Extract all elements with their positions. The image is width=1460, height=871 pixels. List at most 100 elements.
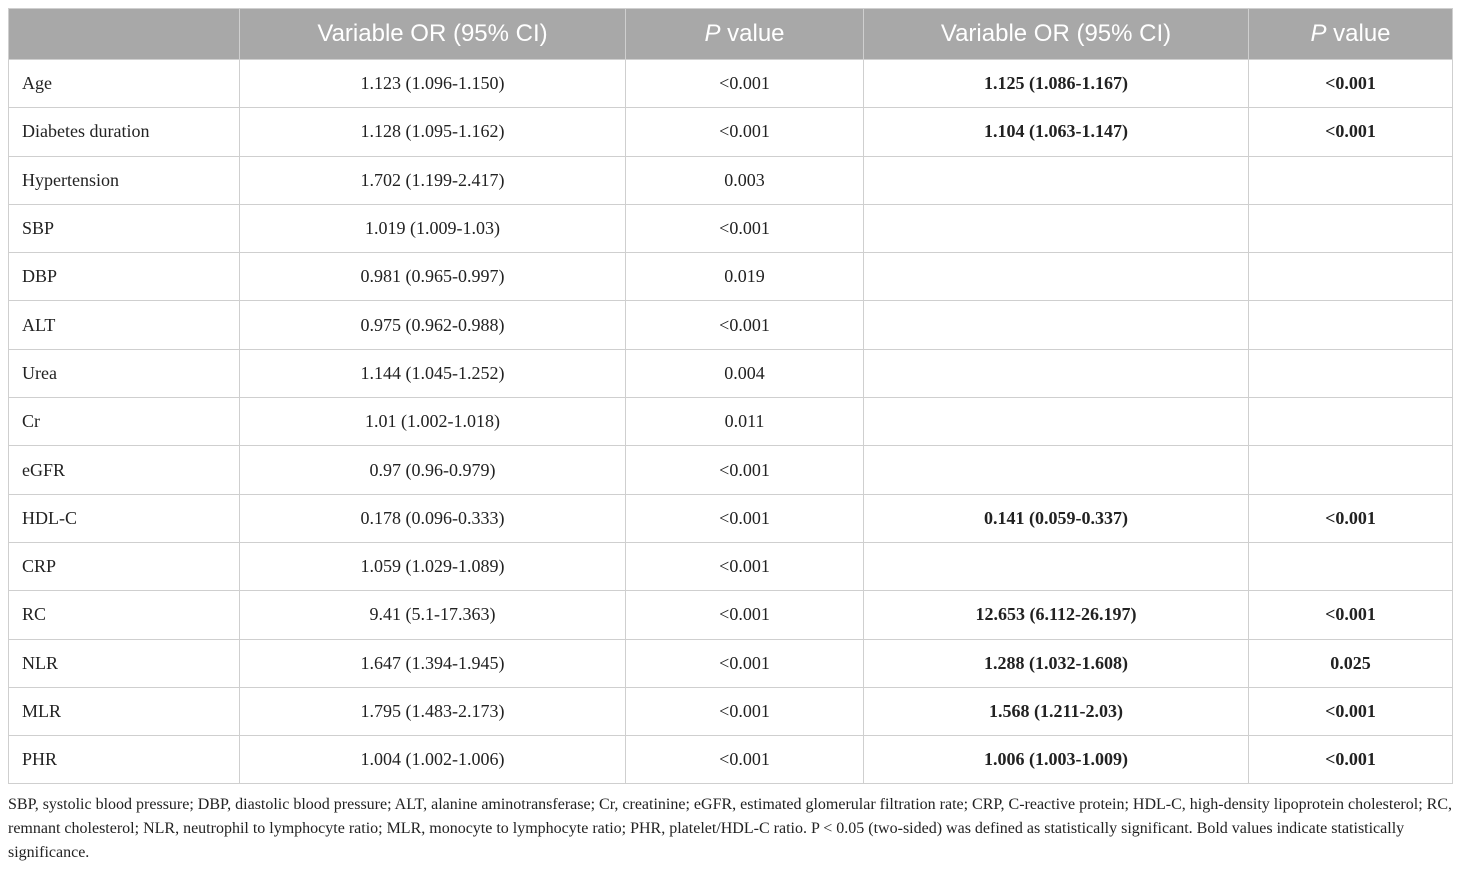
cell-p-multivariate	[1248, 445, 1453, 495]
header-p-rest: value	[1326, 20, 1391, 47]
regression-table: Variable OR (95% CI) P value Variable OR…	[8, 8, 1453, 785]
cell-or-multivariate	[863, 252, 1249, 302]
cell-p-multivariate: <0.001	[1248, 590, 1453, 640]
table-row: CRP 1.059 (1.029-1.089) <0.001	[8, 541, 1453, 592]
cell-or-univariate: 1.795 (1.483-2.173)	[239, 686, 626, 737]
header-p-rest: value	[720, 20, 785, 47]
cell-or-multivariate: 1.104 (1.063-1.147)	[863, 107, 1249, 157]
cell-p-multivariate: 0.025	[1248, 638, 1453, 688]
cell-variable: Hypertension	[8, 155, 240, 205]
table-footnote: SBP, systolic blood pressure; DBP, diast…	[8, 796, 1452, 862]
table-row: DBP 0.981 (0.965-0.997) 0.019	[8, 252, 1453, 302]
table-row: RC 9.41 (5.1-17.363) <0.001 12.653 (6.112-2…	[8, 590, 1453, 640]
cell-or-multivariate: 1.006 (1.003-1.009)	[863, 735, 1249, 785]
cell-or-multivariate: 1.125 (1.086-1.167)	[863, 58, 1249, 109]
cell-or-univariate: 1.123 (1.096-1.150)	[239, 58, 626, 109]
cell-or-multivariate	[863, 155, 1249, 205]
cell-p-univariate: <0.001	[625, 300, 864, 350]
header-variable-empty	[8, 8, 240, 60]
cell-p-univariate: <0.001	[625, 541, 864, 592]
cell-p-multivariate	[1248, 397, 1453, 447]
header-p-italic: P	[1310, 20, 1327, 47]
cell-or-multivariate: 1.288 (1.032-1.608)	[863, 638, 1249, 688]
header-or-multivariate: Variable OR (95% CI)	[863, 8, 1249, 60]
cell-or-multivariate: 1.568 (1.211-2.03)	[863, 686, 1249, 737]
cell-variable: MLR	[8, 686, 240, 737]
cell-p-multivariate	[1248, 203, 1453, 254]
cell-or-univariate: 1.004 (1.002-1.006)	[239, 735, 626, 785]
cell-p-univariate: <0.001	[625, 107, 864, 157]
cell-or-univariate: 1.059 (1.029-1.089)	[239, 541, 626, 592]
cell-variable: RC	[8, 590, 240, 640]
header-p-italic: P	[704, 20, 721, 47]
cell-or-univariate: 1.647 (1.394-1.945)	[239, 638, 626, 688]
cell-or-multivariate	[863, 203, 1249, 254]
table-row: SBP 1.019 (1.009-1.03) <0.001	[8, 203, 1453, 254]
cell-variable: DBP	[8, 252, 240, 302]
table-row: ALT 0.975 (0.962-0.988) <0.001	[8, 300, 1453, 350]
table-row: MLR 1.795 (1.483-2.173) <0.001 1.568 (1.211…	[8, 686, 1453, 737]
cell-variable: CRP	[8, 541, 240, 592]
cell-variable: Age	[8, 58, 240, 109]
cell-or-multivariate	[863, 300, 1249, 350]
cell-variable: PHR	[8, 735, 240, 785]
cell-p-multivariate	[1248, 348, 1453, 399]
table-row: PHR 1.004 (1.002-1.006) <0.001 1.006 (1.003…	[8, 735, 1453, 785]
cell-or-univariate: 0.975 (0.962-0.988)	[239, 300, 626, 350]
cell-variable: ALT	[8, 300, 240, 350]
cell-or-univariate: 1.702 (1.199-2.417)	[239, 155, 626, 205]
cell-or-univariate: 1.019 (1.009-1.03)	[239, 203, 626, 254]
cell-or-univariate: 1.01 (1.002-1.018)	[239, 397, 626, 447]
cell-or-multivariate: 0.141 (0.059-0.337)	[863, 493, 1249, 543]
cell-variable: eGFR	[8, 445, 240, 495]
cell-p-univariate: <0.001	[625, 735, 864, 785]
cell-p-univariate: <0.001	[625, 493, 864, 543]
cell-p-univariate: <0.001	[625, 686, 864, 737]
cell-or-multivariate	[863, 397, 1249, 447]
cell-or-multivariate	[863, 348, 1249, 399]
table-row: Age 1.123 (1.096-1.150) <0.001 1.125 (1.086…	[8, 58, 1453, 109]
cell-or-univariate: 0.981 (0.965-0.997)	[239, 252, 626, 302]
cell-p-multivariate: <0.001	[1248, 58, 1453, 109]
cell-p-univariate: <0.001	[625, 590, 864, 640]
cell-or-univariate: 0.178 (0.096-0.333)	[239, 493, 626, 543]
cell-p-multivariate	[1248, 541, 1453, 592]
table-row: NLR 1.647 (1.394-1.945) <0.001 1.288 (1.032…	[8, 638, 1453, 688]
cell-or-multivariate	[863, 541, 1249, 592]
cell-or-multivariate: 12.653 (6.112-26.197)	[863, 590, 1249, 640]
cell-p-multivariate: <0.001	[1248, 686, 1453, 737]
cell-p-multivariate	[1248, 300, 1453, 350]
cell-or-univariate: 1.128 (1.095-1.162)	[239, 107, 626, 157]
table-row: eGFR 0.97 (0.96-0.979) <0.001	[8, 445, 1453, 495]
table-header-row: Variable OR (95% CI) P value Variable OR…	[8, 8, 1453, 60]
cell-variable: Diabetes duration	[8, 107, 240, 157]
cell-p-univariate: 0.003	[625, 155, 864, 205]
cell-or-univariate: 0.97 (0.96-0.979)	[239, 445, 626, 495]
cell-p-univariate: <0.001	[625, 638, 864, 688]
cell-p-multivariate: <0.001	[1248, 735, 1453, 785]
cell-p-univariate: 0.004	[625, 348, 864, 399]
cell-variable: HDL-C	[8, 493, 240, 543]
cell-p-univariate: 0.019	[625, 252, 864, 302]
cell-p-multivariate: <0.001	[1248, 493, 1453, 543]
table-row: HDL-C 0.178 (0.096-0.333) <0.001 0.141 (0.0…	[8, 493, 1453, 543]
cell-variable: SBP	[8, 203, 240, 254]
cell-p-univariate: <0.001	[625, 445, 864, 495]
cell-p-univariate: <0.001	[625, 203, 864, 254]
cell-p-multivariate	[1248, 155, 1453, 205]
cell-variable: Urea	[8, 348, 240, 399]
table-row: Cr 1.01 (1.002-1.018) 0.011	[8, 397, 1453, 447]
cell-p-univariate: 0.011	[625, 397, 864, 447]
cell-or-univariate: 9.41 (5.1-17.363)	[239, 590, 626, 640]
table-row: Urea 1.144 (1.045-1.252) 0.004	[8, 348, 1453, 399]
cell-p-multivariate: <0.001	[1248, 107, 1453, 157]
header-p-value-multivariate: P value	[1248, 8, 1453, 60]
table-row: Hypertension 1.702 (1.199-2.417) 0.003	[8, 155, 1453, 205]
cell-or-multivariate	[863, 445, 1249, 495]
table-body: Age 1.123 (1.096-1.150) <0.001 1.125 (1.086…	[8, 58, 1453, 785]
header-or-univariate: Variable OR (95% CI)	[239, 8, 626, 60]
cell-p-univariate: <0.001	[625, 58, 864, 109]
header-p-value-univariate: P value	[625, 8, 864, 60]
table-row: Diabetes duration 1.128 (1.095-1.162) <0.0…	[8, 107, 1453, 157]
